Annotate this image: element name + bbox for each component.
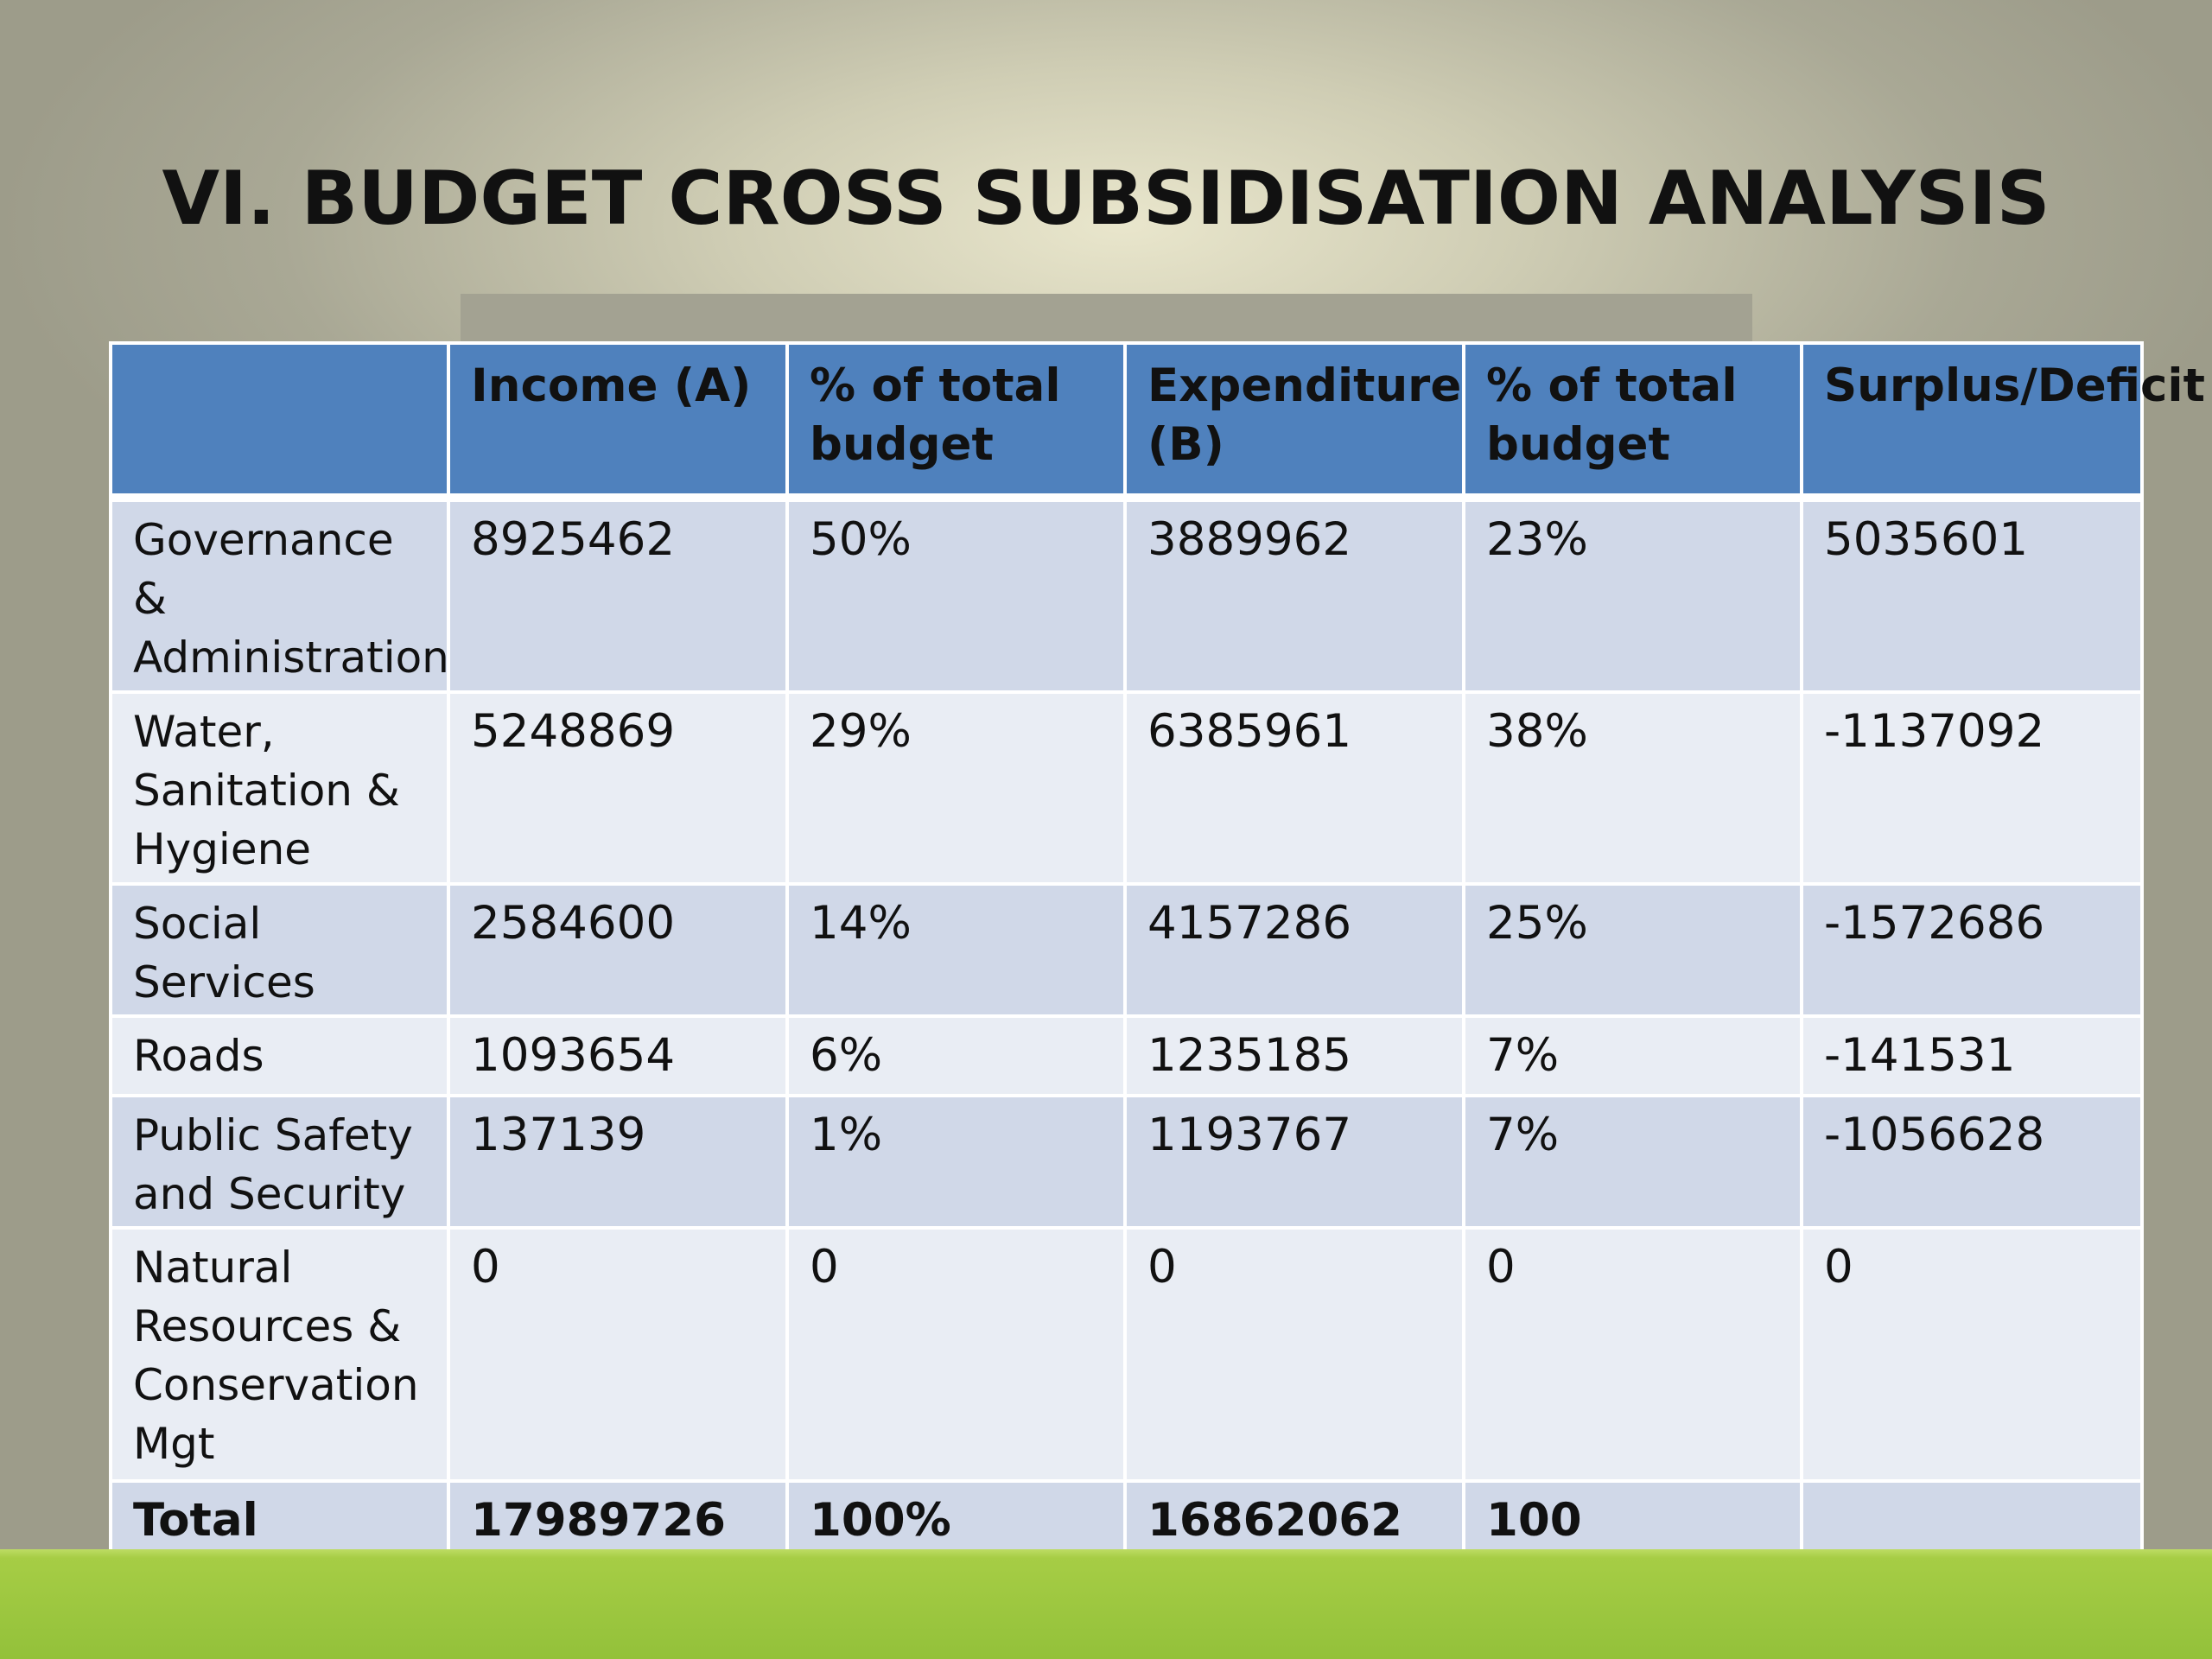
row-label: Social Services — [109, 882, 450, 1019]
cell-surplus: -1056628 — [1800, 1093, 2144, 1230]
total-label: Total — [109, 1479, 450, 1560]
header-row: Income (A) % of total budget Expenditure… — [109, 341, 2205, 499]
table-row: Roads 1093654 6% 1235185 7% -141531 — [109, 1014, 2144, 1097]
cell-income: 0 — [447, 1225, 789, 1484]
header-cell-income-pct: % of total budget — [785, 341, 1127, 499]
total-expenditure-pct: 100 — [1462, 1479, 1803, 1560]
table-header: Income (A) % of total budget Expenditure… — [109, 341, 2205, 499]
row-label: Water, Sanitation & Hygiene — [109, 690, 450, 887]
footer-band — [0, 1549, 2212, 1659]
cell-income-pct: 14% — [785, 882, 1127, 1019]
cell-income: 2584600 — [447, 882, 789, 1019]
total-surplus — [1800, 1479, 2144, 1560]
cell-expenditure: 4157286 — [1123, 882, 1465, 1019]
slide-title: VI. BUDGET CROSS SUBSIDISATION ANALYSIS — [162, 156, 2050, 242]
row-label: Governance & Administration — [109, 495, 450, 695]
header-cell-surplus: Surplus/Deficit — [1800, 341, 2205, 499]
cell-expenditure-pct: 0 — [1462, 1225, 1803, 1484]
cell-income: 1093654 — [447, 1014, 789, 1097]
header-cell-label — [109, 341, 450, 499]
cell-expenditure: 6385961 — [1123, 690, 1465, 887]
title-shadow-bar — [461, 294, 1752, 344]
header-cell-expenditure: Expenditure (B) — [1123, 341, 1465, 499]
cell-expenditure: 1235185 — [1123, 1014, 1465, 1097]
table-row: Governance & Administration 8925462 50% … — [109, 495, 2144, 695]
table-row: Social Services 2584600 14% 4157286 25% … — [109, 882, 2144, 1019]
header-cell-income: Income (A) — [447, 341, 789, 499]
cell-expenditure: 0 — [1123, 1225, 1465, 1484]
cell-expenditure-pct: 25% — [1462, 882, 1803, 1019]
cell-income-pct: 6% — [785, 1014, 1127, 1097]
total-row: Total 17989726 100% 16862062 100 — [109, 1479, 2144, 1560]
cell-income-pct: 29% — [785, 690, 1127, 887]
cell-surplus: -141531 — [1800, 1014, 2144, 1097]
table-row: Natural Resources & Conservation Mgt 0 0… — [109, 1225, 2144, 1484]
cell-income: 5248869 — [447, 690, 789, 887]
cell-surplus: 0 — [1800, 1225, 2144, 1484]
cell-income: 8925462 — [447, 495, 789, 695]
row-label: Public Safety and Security — [109, 1093, 450, 1230]
total-expenditure: 16862062 — [1123, 1479, 1465, 1560]
cell-income: 137139 — [447, 1093, 789, 1230]
header-cell-expenditure-pct: % of total budget — [1462, 341, 1803, 499]
cell-expenditure-pct: 23% — [1462, 495, 1803, 695]
cell-expenditure-pct: 7% — [1462, 1093, 1803, 1230]
row-label: Natural Resources & Conservation Mgt — [109, 1225, 450, 1484]
cell-surplus: -1572686 — [1800, 882, 2144, 1019]
row-label: Roads — [109, 1014, 450, 1097]
cell-expenditure: 3889962 — [1123, 495, 1465, 695]
cell-expenditure-pct: 7% — [1462, 1014, 1803, 1097]
cell-income-pct: 0 — [785, 1225, 1127, 1484]
total-income: 17989726 — [447, 1479, 789, 1560]
cell-expenditure-pct: 38% — [1462, 690, 1803, 887]
cell-surplus: -1137092 — [1800, 690, 2144, 887]
table-row: Water, Sanitation & Hygiene 5248869 29% … — [109, 690, 2144, 887]
total-income-pct: 100% — [785, 1479, 1127, 1560]
cell-income-pct: 1% — [785, 1093, 1127, 1230]
cell-expenditure: 1193767 — [1123, 1093, 1465, 1230]
budget-table: Income (A) % of total budget Expenditure… — [109, 341, 2205, 1560]
cell-income-pct: 50% — [785, 495, 1127, 695]
table-row: Public Safety and Security 137139 1% 119… — [109, 1093, 2144, 1230]
cell-surplus: 5035601 — [1800, 495, 2144, 695]
